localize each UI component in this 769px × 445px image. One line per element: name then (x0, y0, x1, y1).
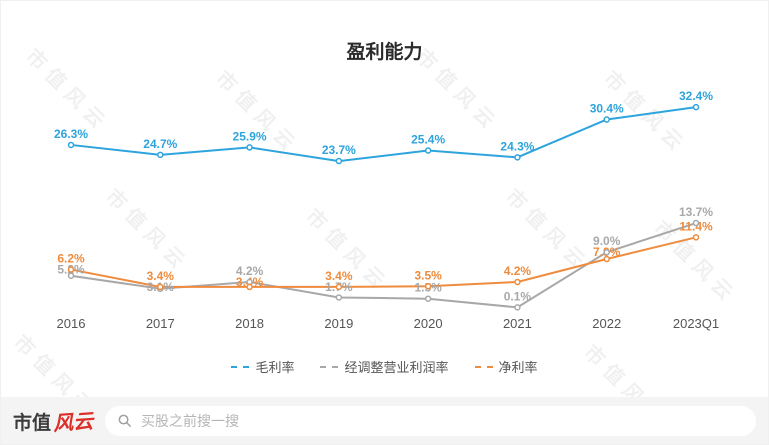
search-icon (118, 414, 131, 427)
svg-text:11.4%: 11.4% (679, 219, 713, 233)
search-input[interactable] (139, 411, 744, 430)
svg-text:25.4%: 25.4% (411, 133, 445, 147)
svg-text:4.2%: 4.2% (236, 264, 264, 278)
legend-marker (231, 365, 250, 368)
chart-legend: 毛利率 经调整营业利润率 净利率 (1, 357, 768, 376)
svg-text:2020: 2020 (414, 316, 443, 331)
svg-text:23.7%: 23.7% (322, 143, 356, 157)
chart-title: 盈利能力 (346, 42, 423, 63)
svg-text:0.1%: 0.1% (504, 289, 532, 303)
legend-item-2[interactable]: 净利率 (474, 357, 538, 376)
svg-text:2018: 2018 (235, 316, 264, 331)
svg-text:3.4%: 3.4% (147, 269, 175, 283)
svg-text:9.0%: 9.0% (593, 234, 621, 248)
svg-text:3.5%: 3.5% (414, 268, 442, 282)
profit-line-chart: 26.3%6.2%5.2%201624.7%3.4%3.1%201725.9%4… (54, 89, 719, 331)
legend-marker (320, 365, 339, 368)
svg-text:24.3%: 24.3% (500, 139, 534, 153)
legend-item-0[interactable]: 毛利率 (231, 357, 294, 376)
brand-logo-script: 风云 (52, 408, 94, 436)
svg-text:26.3%: 26.3% (54, 127, 88, 141)
svg-text:13.7%: 13.7% (679, 205, 713, 219)
svg-text:32.4%: 32.4% (679, 89, 713, 103)
svg-text:6.2%: 6.2% (57, 252, 85, 266)
footer-bar: 市值 风云 (1, 397, 768, 444)
brand-logo-text: 市值 (13, 413, 52, 434)
svg-text:2023Q1: 2023Q1 (673, 316, 719, 331)
legend-item-1[interactable]: 经调整营业利润率 (320, 357, 449, 376)
svg-text:4.2%: 4.2% (504, 264, 532, 278)
svg-text:30.4%: 30.4% (590, 102, 624, 116)
legend-label: 经调整营业利润率 (344, 360, 449, 375)
svg-text:25.9%: 25.9% (233, 129, 267, 143)
svg-text:2021: 2021 (503, 316, 532, 331)
legend-marker (474, 365, 493, 368)
svg-text:2019: 2019 (324, 316, 353, 331)
svg-text:2017: 2017 (146, 316, 175, 331)
legend-label: 毛利率 (255, 360, 295, 375)
legend-label: 净利率 (498, 360, 538, 375)
svg-text:3.4%: 3.4% (325, 269, 353, 283)
svg-text:2016: 2016 (57, 316, 86, 331)
search-box[interactable] (105, 405, 756, 436)
brand-logo: 市值 风云 (13, 406, 94, 436)
svg-text:24.7%: 24.7% (143, 137, 177, 151)
svg-text:2022: 2022 (592, 316, 621, 331)
